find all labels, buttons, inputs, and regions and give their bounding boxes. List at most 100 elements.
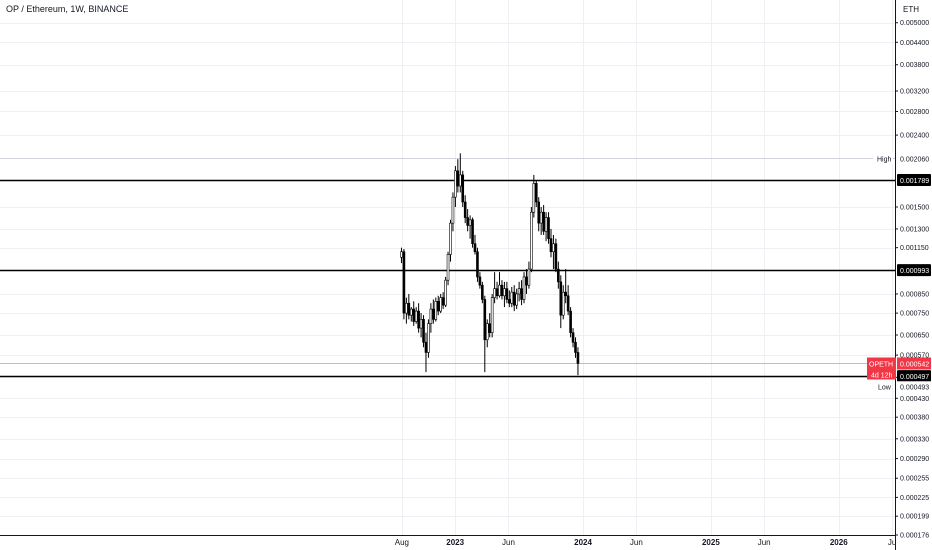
candle-down[interactable] (576, 352, 580, 364)
candle-up[interactable] (458, 174, 462, 187)
candle-down[interactable] (495, 288, 499, 297)
x-tick-label: Aug (395, 538, 409, 547)
time-axis[interactable]: Aug 2023 Jun 2024 Jun 2025 Jun 2026 Ju (0, 535, 896, 548)
candle-up[interactable] (498, 284, 501, 297)
high-tag-box (873, 152, 893, 165)
candle-down[interactable] (505, 288, 509, 300)
candle-down[interactable] (478, 276, 482, 286)
y-tick-label: 0.000850 (900, 291, 929, 298)
candle-up[interactable] (561, 291, 565, 316)
candle-up[interactable] (439, 297, 442, 312)
candle-up[interactable] (434, 301, 438, 320)
candle-up[interactable] (427, 323, 430, 353)
candle-down[interactable] (564, 291, 567, 297)
candle-down[interactable] (566, 295, 570, 312)
candle-up[interactable] (454, 170, 457, 198)
candle-down[interactable] (483, 299, 487, 341)
candle-up[interactable] (510, 291, 514, 304)
candle-down[interactable] (488, 323, 492, 333)
candle-down[interactable] (424, 341, 428, 353)
candle-down[interactable] (402, 251, 406, 314)
candle-down[interactable] (569, 310, 572, 333)
candle-up[interactable] (405, 302, 408, 314)
candle-up[interactable] (449, 222, 452, 255)
candle-up[interactable] (522, 276, 526, 300)
candle-up[interactable] (444, 279, 447, 306)
candle-up[interactable] (429, 308, 433, 324)
y-tick-label: 0.002400 (900, 133, 929, 140)
candles (400, 153, 580, 376)
level-price-box (897, 174, 931, 187)
candle-down[interactable] (571, 332, 575, 343)
y-tick-label: 0.000199 (900, 514, 929, 521)
y-tick-label: 0.000650 (900, 333, 929, 340)
candle-up[interactable] (468, 219, 472, 226)
high-price-label: 0.002060 (900, 156, 929, 163)
candle-down[interactable] (557, 268, 560, 283)
candle-down[interactable] (508, 299, 511, 304)
y-tick-label: 0.001500 (900, 205, 929, 212)
candle-down[interactable] (500, 284, 504, 297)
high-tag: High (877, 157, 892, 164)
candle-down[interactable] (547, 217, 550, 239)
candle-down[interactable] (525, 276, 528, 286)
level-price-label: 0.001789 (900, 178, 929, 185)
x-tick-label: 2024 (574, 538, 592, 547)
candle-down[interactable] (461, 174, 465, 203)
candle-up[interactable] (414, 310, 418, 322)
candle-down[interactable] (549, 238, 553, 253)
x-tick-label: 2026 (830, 538, 848, 547)
candle-up[interactable] (490, 297, 494, 333)
candle-down[interactable] (512, 291, 516, 306)
y-tick-label: 0.000330 (900, 436, 929, 443)
x-tick-label: Jun (630, 538, 643, 547)
candle-up[interactable] (552, 243, 555, 253)
candle-up[interactable] (485, 323, 489, 341)
candle-up[interactable] (532, 183, 536, 213)
candle-down[interactable] (534, 183, 538, 203)
price-axis[interactable]: ETH 0.005000 0.004400 0.003800 0.003200 0.002… (895, 0, 932, 550)
candle-up[interactable] (446, 254, 450, 281)
candle-down[interactable] (574, 341, 577, 353)
candle-up[interactable] (419, 319, 423, 329)
y-tick-label: 0.000750 (900, 311, 929, 318)
candle-up[interactable] (409, 308, 413, 316)
candle-up[interactable] (515, 293, 518, 306)
candle-down[interactable] (476, 251, 479, 278)
x-tick-label: 2025 (702, 538, 720, 547)
candle-up[interactable] (503, 288, 506, 297)
candle-down[interactable] (471, 219, 474, 245)
candle-up[interactable] (493, 288, 496, 298)
candle-down[interactable] (542, 211, 545, 232)
candle-down[interactable] (463, 201, 467, 218)
x-tick-label: Jun (502, 538, 515, 547)
chart-title: OP / Ethereum, 1W, BINANCE (6, 4, 129, 14)
x-tick-label: Ju (888, 538, 896, 547)
candle-down[interactable] (441, 297, 445, 306)
candle-down[interactable] (520, 288, 523, 300)
candle-down[interactable] (554, 243, 558, 270)
candle-down[interactable] (412, 308, 416, 322)
y-tick-label: 0.005000 (900, 20, 929, 27)
candle-up[interactable] (451, 196, 455, 224)
candle-down[interactable] (559, 281, 563, 316)
candle-down[interactable] (436, 301, 440, 312)
candle-up[interactable] (400, 251, 403, 258)
candle-down[interactable] (537, 201, 541, 224)
candle-down[interactable] (432, 308, 435, 320)
candle-down[interactable] (456, 170, 460, 187)
y-tick-label: 0.001300 (900, 226, 929, 233)
candle-up[interactable] (530, 211, 533, 270)
candle-down[interactable] (481, 284, 484, 300)
candle-up[interactable] (527, 268, 531, 286)
candle-down[interactable] (407, 302, 411, 316)
candle-down[interactable] (422, 319, 425, 343)
candle-down[interactable] (473, 243, 477, 253)
candle-up[interactable] (539, 211, 543, 224)
level-price-label: 0.000993 (900, 268, 929, 275)
candle-down[interactable] (417, 310, 420, 329)
candle-up[interactable] (544, 217, 548, 232)
candle-up[interactable] (517, 288, 521, 295)
candle-down[interactable] (466, 217, 469, 226)
